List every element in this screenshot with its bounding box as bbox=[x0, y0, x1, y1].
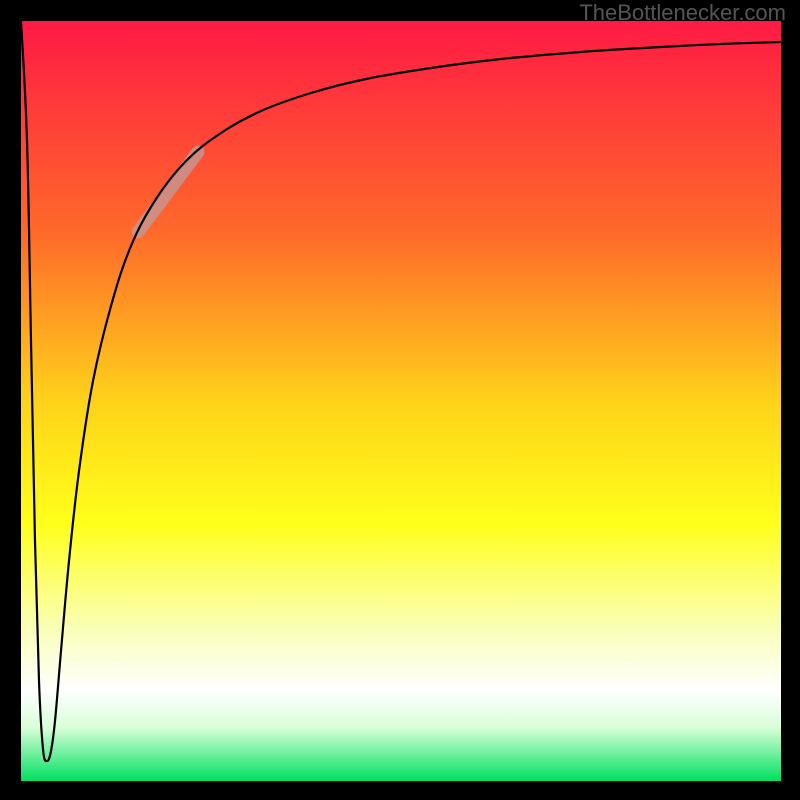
watermark-text: TheBottlenecker.com bbox=[579, 0, 786, 26]
bottleneck-chart bbox=[0, 0, 800, 800]
plot-area bbox=[21, 21, 781, 781]
